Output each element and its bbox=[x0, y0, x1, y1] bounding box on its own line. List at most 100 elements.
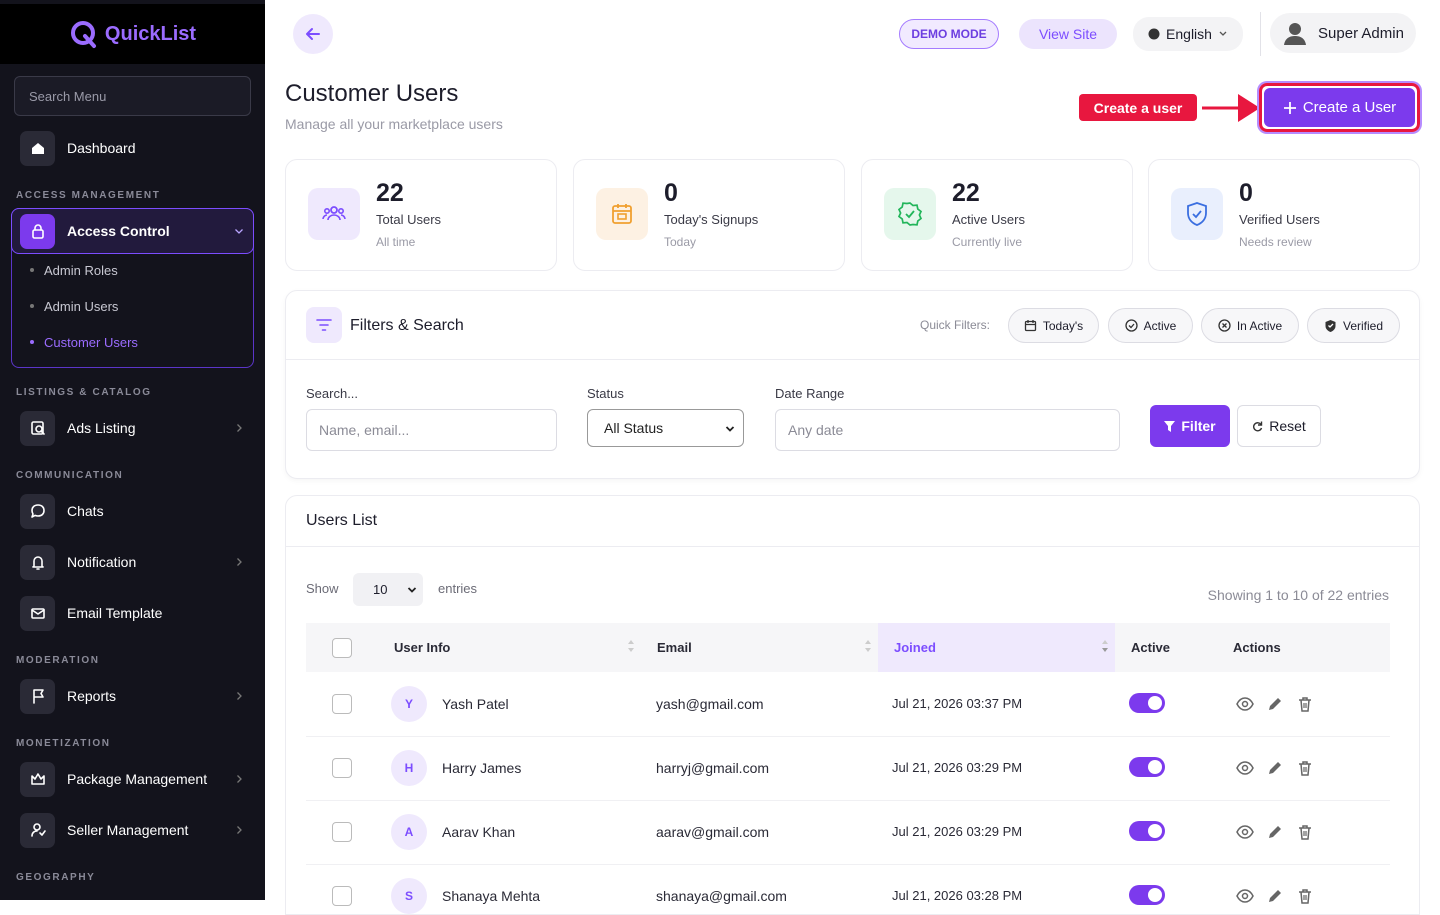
icon-path bbox=[1238, 94, 1260, 122]
edit-action[interactable] bbox=[1266, 695, 1284, 713]
icon-path bbox=[1299, 761, 1311, 776]
nav-label: Access Control bbox=[67, 223, 170, 239]
user-name: Aarav Khan bbox=[442, 824, 516, 840]
row-checkbox[interactable] bbox=[332, 758, 352, 778]
edit-action[interactable] bbox=[1266, 759, 1284, 777]
quick-filter[interactable]: Verified bbox=[1307, 308, 1400, 343]
delete-action[interactable] bbox=[1296, 887, 1314, 905]
menu-search[interactable]: Search Menu bbox=[14, 76, 251, 116]
delete-action[interactable] bbox=[1296, 823, 1314, 841]
nav-item[interactable]: Email Template bbox=[20, 595, 250, 631]
active-toggle[interactable] bbox=[1129, 885, 1165, 905]
status-select[interactable]: All Status bbox=[587, 409, 744, 447]
column-header[interactable]: User Info bbox=[394, 640, 451, 655]
quick-filter[interactable]: Today's bbox=[1008, 308, 1099, 343]
brand[interactable]: QuickList bbox=[0, 4, 265, 64]
annotation-label: Create a user bbox=[1079, 94, 1197, 121]
nav-item[interactable]: Notification bbox=[20, 544, 250, 580]
status-label: Status bbox=[587, 386, 624, 401]
chevron bbox=[725, 426, 735, 432]
nav-item[interactable]: Chats bbox=[20, 493, 250, 529]
view-action[interactable] bbox=[1236, 887, 1254, 905]
row-checkbox[interactable] bbox=[332, 694, 352, 714]
stat-icon-box bbox=[308, 188, 360, 240]
submenu-dot bbox=[30, 340, 34, 344]
nav-label: Notification bbox=[67, 554, 137, 570]
brand-logo bbox=[70, 21, 96, 48]
filter-button[interactable]: Filter bbox=[1150, 405, 1230, 447]
icon-path bbox=[1192, 210, 1202, 219]
search-input[interactable]: Name, email... bbox=[306, 409, 557, 451]
entries-label: entries bbox=[438, 581, 478, 596]
language-select[interactable]: English bbox=[1133, 17, 1243, 51]
active-toggle[interactable] bbox=[1129, 693, 1165, 713]
nav-label: Dashboard bbox=[67, 140, 136, 156]
stat-label: Active Users bbox=[952, 212, 1025, 227]
icon-path bbox=[865, 640, 871, 644]
create-user-label: Create a User bbox=[1302, 99, 1397, 116]
reset-button[interactable]: Reset bbox=[1237, 405, 1321, 447]
delete-action[interactable] bbox=[1296, 695, 1314, 713]
header-checkbox[interactable] bbox=[332, 638, 352, 658]
nav-item[interactable]: Access Control bbox=[20, 213, 250, 249]
icon-path bbox=[725, 426, 735, 432]
nav-item[interactable]: Ads Listing bbox=[20, 410, 250, 446]
column-header[interactable]: Joined bbox=[894, 640, 936, 655]
quick-filter[interactable]: In Active bbox=[1201, 308, 1299, 343]
nav-section-title: GEOGRAPHY bbox=[16, 872, 96, 883]
stat-icon bbox=[322, 206, 346, 221]
icon-path bbox=[905, 210, 915, 219]
nav-item[interactable]: Seller Management bbox=[20, 812, 250, 848]
icon-circle bbox=[1125, 319, 1138, 332]
icon-circle bbox=[1241, 700, 1249, 708]
icon-path bbox=[1283, 101, 1296, 114]
nav-item[interactable]: Reports bbox=[20, 678, 250, 714]
user-joined: Jul 21, 2026 03:28 PM bbox=[892, 888, 1023, 903]
icon-path bbox=[237, 826, 242, 834]
page-title: Customer Users bbox=[285, 80, 459, 107]
user-joined: Jul 21, 2026 03:29 PM bbox=[892, 824, 1023, 839]
view-action[interactable] bbox=[1236, 823, 1254, 841]
view-action[interactable] bbox=[1236, 759, 1254, 777]
submenu-item[interactable]: Customer Users bbox=[30, 333, 138, 351]
icon-path bbox=[628, 648, 634, 652]
quick-filter[interactable]: Active bbox=[1108, 308, 1193, 343]
chevron bbox=[237, 692, 242, 700]
icon-path bbox=[1219, 31, 1227, 36]
delete-action-icon bbox=[1299, 889, 1311, 904]
view-action[interactable] bbox=[1236, 695, 1254, 713]
active-toggle[interactable] bbox=[1129, 757, 1165, 777]
edit-action[interactable] bbox=[1266, 823, 1284, 841]
active-toggle[interactable] bbox=[1129, 821, 1165, 841]
edit-action-icon bbox=[1269, 890, 1281, 902]
divider bbox=[286, 546, 1419, 547]
page-size-select[interactable]: 10 bbox=[353, 573, 423, 606]
icon-rect bbox=[30, 608, 45, 619]
funnel-icon bbox=[1164, 420, 1176, 432]
edit-action[interactable] bbox=[1266, 887, 1284, 905]
demo-badge: DEMO MODE bbox=[899, 19, 999, 49]
nav-item[interactable]: Package Management bbox=[20, 761, 250, 797]
submenu-item[interactable]: Admin Users bbox=[30, 297, 118, 315]
toggle-knob bbox=[1148, 760, 1162, 774]
back-button[interactable] bbox=[293, 14, 333, 54]
show-label: Show bbox=[306, 581, 339, 596]
column-header[interactable]: Email bbox=[657, 640, 692, 655]
nav-icon-box bbox=[20, 812, 55, 848]
view-site[interactable]: View Site bbox=[1019, 19, 1117, 49]
icon-path bbox=[1269, 698, 1281, 710]
icon-path bbox=[613, 204, 631, 212]
search-label: Search... bbox=[306, 386, 359, 401]
submenu-item[interactable]: Admin Roles bbox=[30, 261, 118, 279]
icon-path bbox=[1187, 202, 1207, 226]
entries-summary: Showing 1 to 10 of 22 entries bbox=[1207, 587, 1389, 603]
stat-card: 22 Active Users Currently live bbox=[861, 159, 1133, 271]
icon-path bbox=[1284, 36, 1307, 45]
row-checkbox[interactable] bbox=[332, 886, 352, 906]
user-menu[interactable]: Super Admin bbox=[1270, 13, 1416, 53]
nav-item[interactable]: Dashboard bbox=[20, 130, 250, 166]
delete-action[interactable] bbox=[1296, 759, 1314, 777]
row-checkbox[interactable] bbox=[332, 822, 352, 842]
date-input[interactable]: Any date bbox=[775, 409, 1120, 451]
create-user-button[interactable]: Create a User bbox=[1264, 88, 1415, 127]
